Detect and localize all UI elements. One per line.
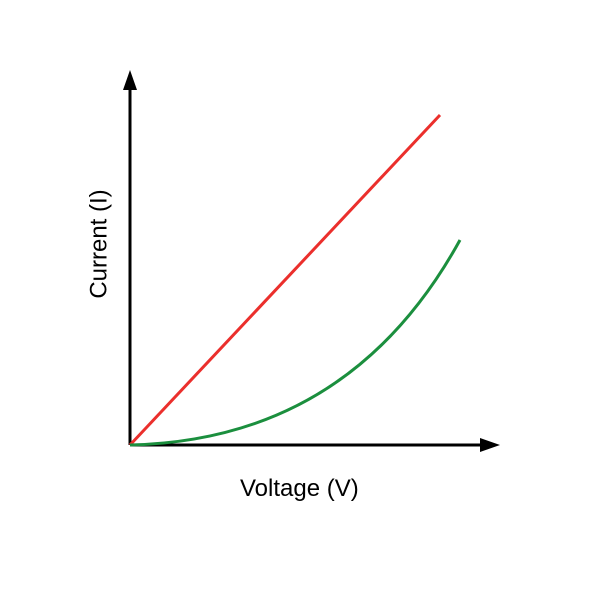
x-axis-arrowhead	[480, 438, 500, 452]
y-axis-label: Current (I)	[86, 189, 114, 298]
iv-chart: Current (I) Voltage (V)	[0, 0, 600, 600]
series-linear	[130, 115, 440, 445]
x-axis-label: Voltage (V)	[240, 475, 359, 503]
y-axis-arrowhead	[123, 70, 137, 90]
chart-svg	[0, 0, 600, 600]
